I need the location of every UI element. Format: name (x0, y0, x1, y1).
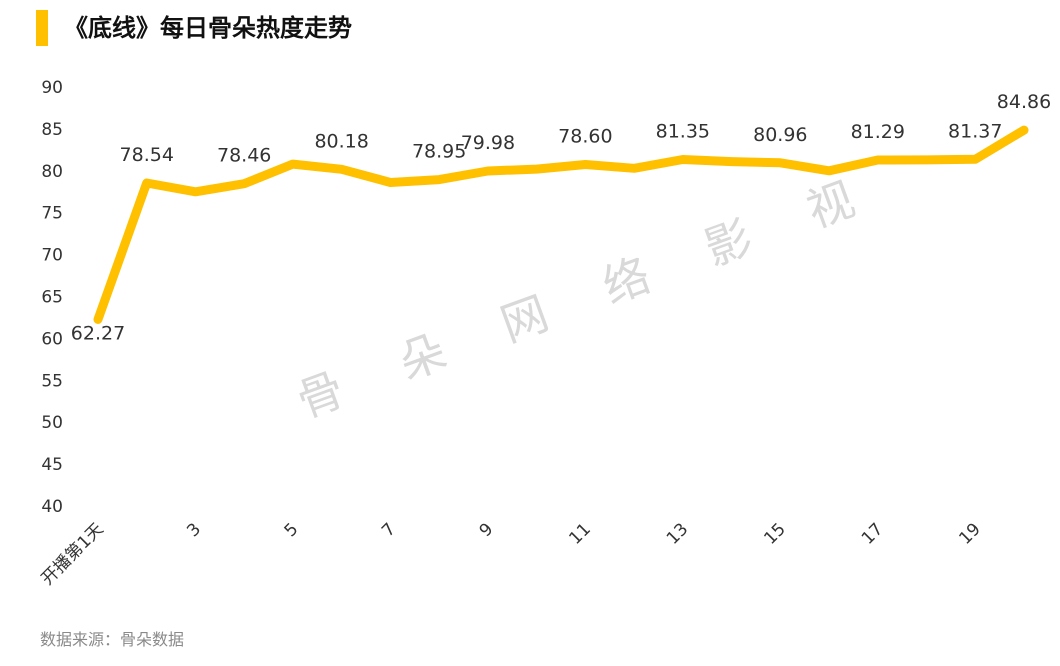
watermark-char: 网 (494, 286, 556, 352)
data-label: 84.86 (997, 91, 1051, 113)
data-point (145, 181, 149, 185)
x-axis: 开播第1天 3 5 7 9 11 13 15 17 19 (38, 519, 985, 589)
data-label: 81.37 (948, 120, 1002, 142)
y-tick-label: 45 (41, 455, 63, 475)
y-tick-label: 90 (41, 78, 63, 98)
data-label: 81.35 (656, 120, 710, 142)
watermark-char: 视 (800, 172, 862, 238)
y-tick-label: 80 (41, 162, 63, 182)
y-tick-label: 60 (41, 329, 63, 349)
watermark-char: 络 (596, 248, 658, 314)
x-tick-label: 13 (663, 519, 692, 548)
y-tick-label: 55 (41, 371, 63, 391)
data-point (291, 162, 295, 166)
data-point (340, 167, 344, 171)
series-line-layer (93, 125, 1029, 324)
y-tick-label: 75 (41, 204, 63, 224)
x-tick-label: 17 (858, 519, 887, 548)
x-tick-label: 15 (760, 519, 789, 548)
x-tick-label: 11 (565, 519, 594, 548)
data-point (388, 181, 392, 185)
x-tick-label: 5 (281, 519, 303, 541)
data-label: 78.60 (558, 126, 612, 148)
watermark-char: 影 (698, 210, 760, 276)
x-tick-label: 9 (476, 519, 498, 541)
data-label: 79.98 (461, 132, 515, 154)
watermark-char: 骨 (290, 362, 352, 428)
y-tick-label: 65 (41, 288, 63, 308)
y-tick-label: 70 (41, 246, 63, 266)
y-tick-label: 50 (41, 413, 63, 433)
y-axis: 40 45 50 55 60 65 70 75 80 85 90 (41, 78, 63, 517)
data-label: 80.18 (314, 130, 368, 152)
data-point (535, 167, 539, 171)
x-tick-label: 3 (183, 519, 205, 541)
data-point (437, 178, 441, 182)
data-point (681, 157, 685, 161)
y-tick-label: 40 (41, 497, 63, 517)
data-source-note: 数据来源：骨朵数据 (40, 630, 185, 649)
title-accent-bar (36, 10, 48, 46)
x-tick-label: 开播第1天 (38, 519, 108, 589)
data-point (730, 160, 734, 164)
series-line (93, 125, 1029, 324)
watermark-char: 朵 (392, 324, 454, 390)
data-point (486, 169, 490, 173)
x-tick-label: 7 (378, 519, 400, 541)
data-point (827, 169, 831, 173)
x-tick-label: 19 (955, 519, 984, 548)
data-point (632, 166, 636, 170)
data-point (96, 317, 100, 321)
data-point (193, 190, 197, 194)
y-tick-label: 85 (41, 120, 63, 140)
data-point (583, 163, 587, 167)
chart-title: 《底线》每日骨朵热度走势 (64, 14, 352, 42)
data-label: 80.96 (753, 124, 807, 146)
data-point (925, 158, 929, 162)
data-label: 78.46 (217, 145, 271, 167)
data-point (876, 158, 880, 162)
data-label: 78.95 (412, 141, 466, 163)
data-point (242, 182, 246, 186)
data-label: 78.54 (120, 144, 174, 166)
data-label: 62.27 (71, 322, 125, 344)
data-point (973, 157, 977, 161)
data-point (778, 161, 782, 165)
data-label: 81.29 (851, 121, 905, 143)
data-point (1022, 128, 1026, 132)
